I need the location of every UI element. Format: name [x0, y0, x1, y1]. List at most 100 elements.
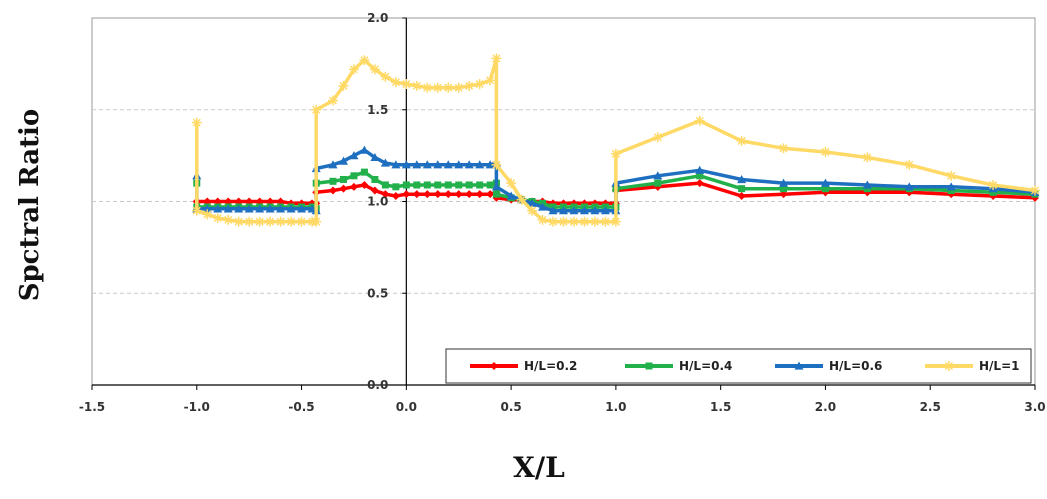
data-point	[569, 206, 579, 215]
data-point	[433, 160, 443, 169]
legend-swatch-marker	[794, 361, 804, 370]
data-point	[485, 75, 496, 86]
data-point	[443, 82, 454, 93]
data-point	[371, 175, 379, 183]
data-point	[234, 197, 243, 206]
data-point	[412, 160, 422, 169]
series-4	[191, 53, 1040, 227]
data-point	[946, 170, 957, 181]
data-point	[328, 160, 338, 169]
x-tick-label: 2.0	[815, 400, 836, 414]
data-point	[736, 135, 747, 146]
data-point	[904, 159, 915, 170]
data-point	[370, 152, 380, 162]
data-point	[453, 82, 464, 93]
data-point	[695, 179, 704, 188]
data-point	[559, 206, 568, 215]
data-point	[486, 190, 495, 199]
x-tick-label: -0.5	[288, 400, 314, 414]
data-point	[349, 151, 359, 160]
data-point	[464, 80, 475, 91]
data-point	[213, 197, 222, 206]
data-point	[360, 180, 369, 189]
y-tick-label: 1.0	[367, 195, 388, 209]
data-point	[862, 180, 872, 189]
legend: H/L=0.2 H/L=0.4 H/L=0.6 H/L=1	[445, 348, 1032, 384]
data-point	[778, 143, 789, 154]
data-point	[476, 181, 484, 189]
data-point	[360, 168, 368, 176]
data-point	[255, 204, 265, 213]
data-point	[369, 64, 380, 75]
data-point	[475, 160, 485, 169]
data-point	[465, 181, 473, 189]
data-point	[202, 209, 213, 220]
data-series	[191, 53, 1040, 227]
data-point	[527, 205, 538, 216]
data-point	[297, 204, 307, 213]
data-point	[359, 55, 370, 66]
legend-label: H/L=0.2	[524, 359, 577, 373]
data-point	[444, 190, 453, 199]
data-point	[548, 206, 558, 215]
data-point	[423, 181, 431, 189]
data-point	[506, 178, 517, 189]
data-point	[696, 172, 704, 180]
data-point	[223, 204, 233, 213]
data-point	[381, 181, 389, 189]
legend-swatch-marker	[645, 362, 653, 370]
data-point	[862, 152, 873, 163]
data-point	[359, 145, 369, 154]
data-point	[654, 179, 662, 187]
data-point	[423, 190, 432, 199]
data-point	[432, 82, 443, 93]
data-point	[276, 204, 286, 213]
data-point	[338, 80, 349, 91]
data-point	[491, 159, 502, 170]
data-point	[275, 216, 286, 227]
data-point	[516, 194, 527, 205]
data-point	[202, 204, 212, 213]
data-point	[233, 216, 244, 227]
x-tick-label: 1.0	[605, 400, 626, 414]
data-point	[652, 132, 663, 143]
data-point	[464, 160, 474, 169]
data-point	[244, 216, 255, 227]
data-point	[245, 197, 254, 206]
data-point	[433, 190, 442, 199]
data-point	[589, 216, 600, 227]
data-point	[390, 77, 401, 88]
data-point	[329, 177, 337, 185]
data-point	[370, 186, 379, 195]
data-point	[311, 104, 322, 115]
data-point	[527, 198, 537, 207]
data-point	[276, 197, 285, 206]
data-point	[339, 175, 347, 183]
data-point	[339, 184, 348, 193]
data-point	[311, 216, 322, 227]
data-point	[203, 197, 212, 206]
data-point	[455, 181, 463, 189]
data-point	[475, 190, 484, 199]
data-point	[454, 190, 463, 199]
data-point	[348, 64, 359, 75]
data-point	[568, 216, 579, 227]
data-point	[694, 115, 705, 126]
data-point	[265, 204, 275, 213]
data-point	[491, 182, 501, 191]
data-point	[820, 146, 831, 157]
data-point	[946, 182, 956, 191]
data-point	[904, 182, 914, 191]
data-point	[265, 216, 276, 227]
data-point	[454, 160, 464, 169]
data-point	[486, 181, 494, 189]
data-point	[422, 82, 433, 93]
data-point	[402, 181, 410, 189]
data-point	[296, 216, 307, 227]
data-point	[600, 206, 610, 215]
data-point	[988, 179, 999, 190]
data-point	[590, 206, 600, 215]
legend-swatch-marker	[490, 362, 498, 370]
data-point	[380, 71, 391, 82]
